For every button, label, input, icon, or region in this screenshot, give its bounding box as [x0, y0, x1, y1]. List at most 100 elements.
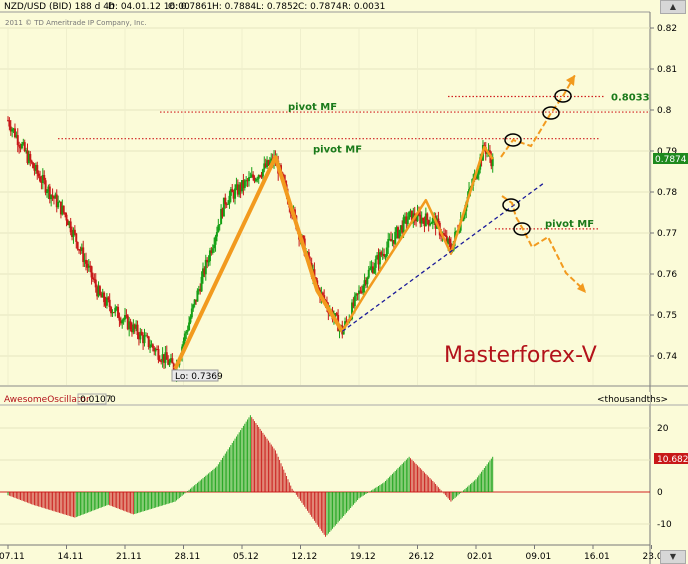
candle-body	[117, 306, 120, 318]
candle-body	[232, 192, 235, 199]
candle-body	[202, 268, 204, 277]
header-high: H: 0.7884	[212, 2, 256, 12]
bearish-scenario-path	[501, 195, 586, 292]
candle-body	[8, 120, 11, 127]
highlight-circle	[502, 198, 520, 212]
candle-body	[39, 176, 42, 182]
candle-body	[114, 307, 117, 313]
candle-body	[462, 215, 465, 221]
candle-body	[139, 331, 142, 340]
candle-body	[206, 259, 209, 263]
candle-body	[37, 173, 40, 177]
candle-body	[103, 292, 106, 303]
candle-body	[121, 320, 124, 324]
candle-body	[146, 335, 149, 337]
candle-body	[250, 174, 253, 178]
candle-body	[168, 361, 171, 365]
candle-body	[392, 240, 395, 244]
low-label-box	[171, 369, 219, 382]
candle-body	[124, 315, 126, 320]
y-tick-label: 0.75	[657, 311, 677, 321]
candle-body	[401, 225, 404, 233]
candle-body	[115, 306, 118, 308]
level-label-2: pivot MF	[313, 145, 362, 156]
candle-body	[353, 295, 356, 307]
candle-body	[383, 254, 386, 257]
candle-body	[242, 180, 245, 189]
header-date: D: 04.01.12 16:00	[108, 2, 190, 12]
x-tick-label: 12.12	[292, 552, 318, 562]
candle-body	[377, 255, 380, 265]
candle-body	[22, 142, 25, 144]
candle-body	[94, 279, 97, 288]
candle-body	[135, 324, 138, 329]
candle-body	[371, 266, 374, 274]
candle-body	[85, 259, 87, 264]
osc-param: 0	[110, 395, 116, 405]
header-low: L: 0.7852	[256, 2, 298, 12]
header-bar	[0, 0, 650, 12]
candle-body	[165, 352, 168, 360]
candle-body	[335, 313, 338, 316]
candle-body	[211, 248, 214, 253]
candle-body	[385, 247, 388, 257]
candle-body	[445, 235, 448, 244]
candle-body	[54, 194, 57, 199]
candle-body	[199, 289, 202, 292]
candle-body	[376, 255, 379, 260]
candle-body	[384, 256, 387, 258]
candle-body	[36, 164, 39, 174]
candle-body	[27, 154, 30, 163]
candle-body	[96, 287, 99, 297]
candle-body	[455, 231, 458, 233]
candle-body	[477, 169, 480, 175]
bearish-arrowhead	[577, 283, 586, 293]
candle-body	[43, 175, 46, 181]
candle-body	[403, 216, 406, 218]
candle-body	[415, 219, 418, 222]
candle-body	[34, 164, 37, 171]
candle-body	[210, 250, 213, 253]
y-tick-label: 0.82	[657, 24, 677, 34]
candle-body	[48, 186, 51, 200]
candle-body	[161, 354, 164, 362]
candle-body	[214, 236, 217, 245]
candle-body	[104, 302, 107, 306]
osc-header	[0, 392, 650, 404]
candle-body	[374, 259, 377, 268]
candle-body	[12, 128, 15, 130]
candle-body	[151, 344, 154, 348]
candle-body	[15, 135, 18, 138]
candle-body	[429, 223, 432, 226]
candle-body	[105, 297, 108, 306]
candle-body	[137, 334, 140, 340]
candle-body	[261, 169, 264, 177]
candle-body	[75, 233, 78, 242]
scroll-down-button[interactable]: ▼	[660, 550, 686, 564]
candle-body	[107, 297, 110, 300]
candle-body	[426, 213, 429, 221]
scroll-up-button[interactable]: ▲	[660, 0, 686, 14]
candle-body	[356, 293, 359, 295]
candle-body	[57, 201, 60, 208]
candle-body	[225, 204, 228, 206]
header-open: O: 0.7861	[168, 2, 212, 12]
y-tick-label: 0.81	[657, 65, 677, 75]
candle-body	[229, 189, 232, 196]
candle-body	[227, 203, 230, 205]
y-tick-label: 0.77	[657, 229, 677, 239]
candle-body	[29, 154, 32, 161]
candle-body	[101, 292, 104, 298]
candle-body	[220, 208, 223, 225]
candle-body	[256, 178, 259, 180]
candle-body	[73, 229, 76, 234]
candle-body	[218, 224, 221, 226]
candle-body	[263, 163, 266, 170]
candle-body	[93, 279, 96, 281]
candle-body	[378, 252, 381, 265]
candle-body	[136, 324, 139, 335]
candle-body	[416, 211, 419, 222]
candle-body	[207, 261, 210, 263]
candle-body	[243, 180, 246, 189]
